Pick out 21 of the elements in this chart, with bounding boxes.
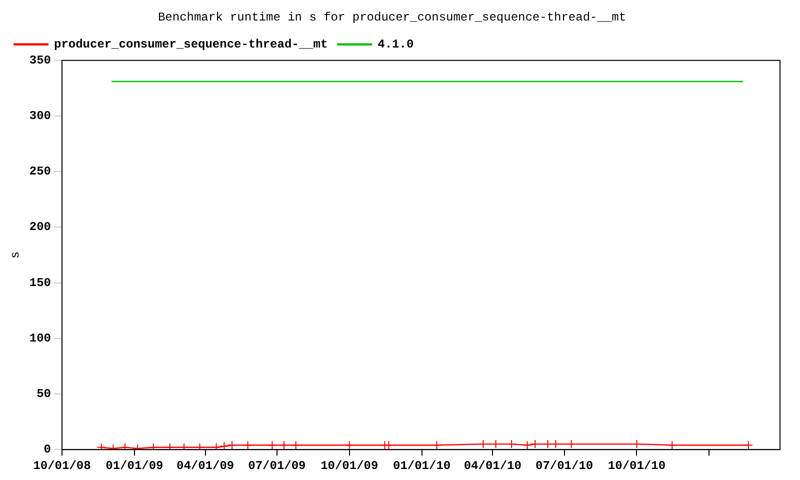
x-tick-label: 10/01/10 [608, 458, 666, 473]
y-tick-label: 300 [29, 109, 52, 124]
y-tick-label: 0 [44, 442, 52, 457]
y-tick-label: 350 [29, 53, 52, 68]
y-tick-label: 200 [29, 220, 52, 234]
y-tick-label: 50 [36, 387, 52, 402]
x-tick-label: 04/01/10 [464, 458, 522, 473]
x-tick-label: 07/01/10 [535, 458, 594, 473]
x-tick-label: 07/01/09 [248, 458, 306, 473]
chart-title: Benchmark runtime in s for producer_consumer_sequence-thread-__mt [158, 10, 626, 24]
legend-label: producer_consumer_sequence-thread-__mt [54, 37, 328, 52]
y-axis-title: s [8, 251, 22, 259]
y-tick-label: 250 [29, 164, 52, 179]
legend-label: 4.1.0 [378, 37, 414, 52]
x-tick-label: 01/01/10 [392, 458, 451, 473]
y-tick-label: 150 [29, 276, 52, 290]
x-tick-label: 10/01/09 [320, 458, 378, 473]
y-tick-label: 100 [29, 331, 52, 346]
x-tick-label: 10/01/08 [33, 458, 91, 473]
x-tick-label: 01/01/09 [106, 458, 164, 473]
x-tick-label: 04/01/09 [176, 458, 234, 473]
